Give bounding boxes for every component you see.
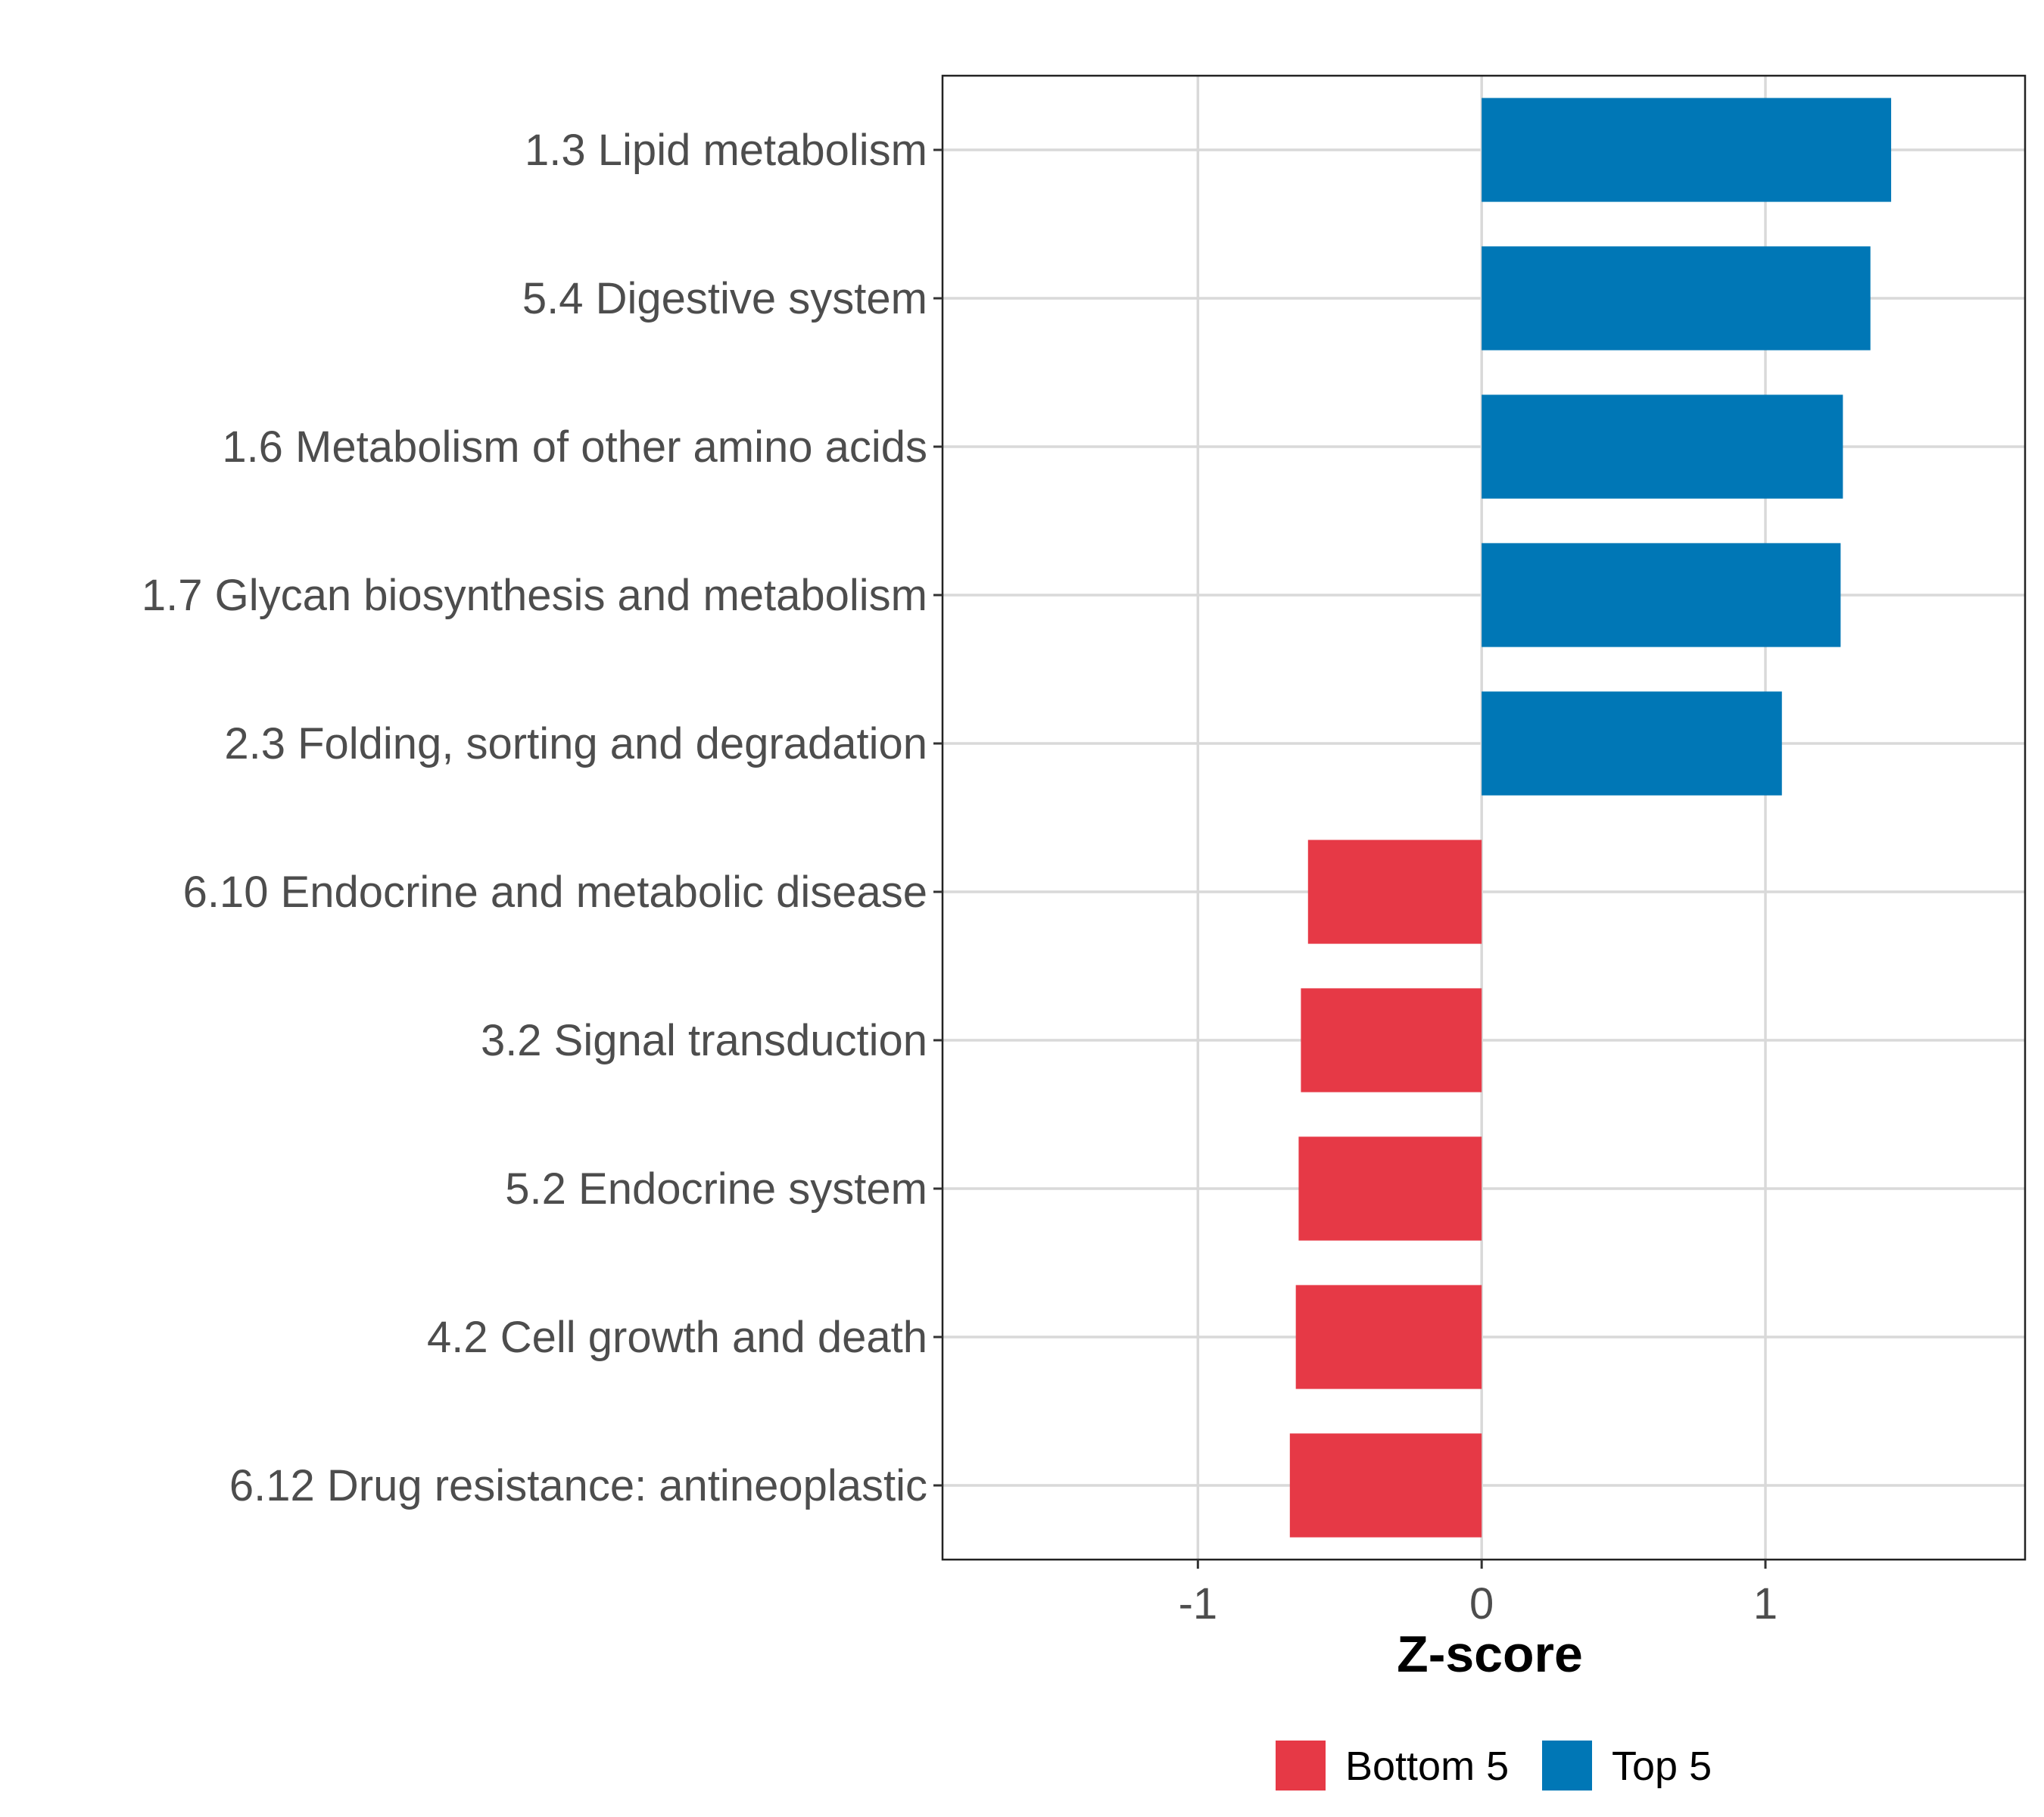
y-axis: 1.3 Lipid metabolism 5.4 Digestive system… [142,126,943,1510]
x-tick-label: 0 [1469,1579,1494,1628]
bar [1482,543,1841,647]
x-tick-label: 1 [1753,1579,1778,1628]
x-axis: -1 0 1 [1179,1560,1778,1628]
y-tick-label: 5.4 Digestive system [522,274,927,323]
legend-label: Top 5 [1612,1744,1712,1789]
y-tick-label: 1.3 Lipid metabolism [525,126,927,175]
y-tick-label: 1.6 Metabolism of other amino acids [222,422,927,472]
bar [1482,394,1843,499]
bar [1298,1136,1482,1241]
legend-label: Bottom 5 [1345,1744,1509,1789]
bars [1289,98,1892,1538]
y-tick-label: 4.2 Cell growth and death [427,1313,927,1362]
bar [1295,1285,1482,1389]
bar [1289,1433,1482,1538]
panel-border [941,74,2027,1561]
bar [1301,988,1482,1092]
bar [1482,98,1892,202]
y-tick-label: 3.2 Signal transduction [481,1016,927,1065]
y-tick-label: 2.3 Folding, sorting and degradation [224,719,927,768]
x-tick-label: -1 [1179,1579,1218,1628]
x-axis-title: Z-score [1397,1625,1583,1683]
bar [1307,840,1482,944]
bar [1482,246,1871,351]
legend-key [1276,1741,1326,1791]
y-tick-label: 1.7 Glycan biosynthesis and metabolism [142,571,927,620]
y-tick-label: 6.12 Drug resistance: antineoplastic [229,1461,927,1510]
y-tick-label: 6.10 Endocrine and metabolic disease [183,868,927,917]
y-tick-label: 5.2 Endocrine system [505,1164,927,1214]
legend-key [1542,1741,1592,1791]
bar [1482,691,1782,796]
legend: Bottom 5 Top 5 [1276,1741,1712,1791]
